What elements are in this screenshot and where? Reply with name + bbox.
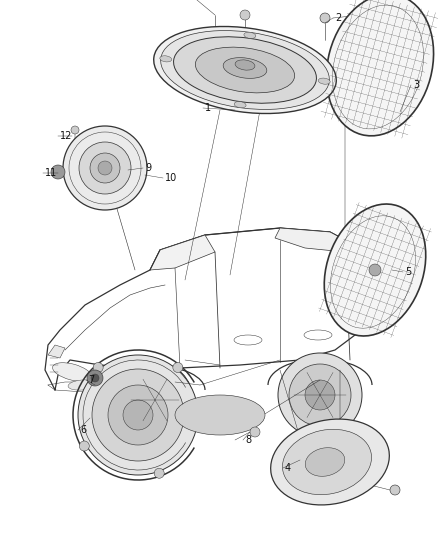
Ellipse shape (78, 355, 198, 475)
Ellipse shape (283, 429, 371, 495)
Text: 6: 6 (80, 425, 86, 435)
Circle shape (91, 374, 99, 382)
Circle shape (87, 370, 103, 386)
Circle shape (117, 362, 193, 438)
Text: 7: 7 (88, 375, 94, 385)
Circle shape (250, 427, 260, 437)
Ellipse shape (161, 30, 329, 109)
Ellipse shape (175, 395, 265, 435)
Polygon shape (48, 345, 65, 358)
Ellipse shape (123, 400, 153, 430)
Circle shape (93, 362, 103, 373)
Ellipse shape (195, 47, 295, 93)
Circle shape (278, 353, 362, 437)
Text: 1: 1 (205, 103, 211, 113)
Ellipse shape (324, 204, 426, 336)
Circle shape (51, 165, 65, 179)
Circle shape (369, 264, 381, 276)
Circle shape (127, 372, 183, 428)
Circle shape (90, 153, 120, 183)
Ellipse shape (160, 56, 172, 62)
Circle shape (79, 441, 89, 451)
Text: 9: 9 (145, 163, 151, 173)
Ellipse shape (108, 385, 168, 445)
Ellipse shape (235, 60, 255, 70)
Ellipse shape (173, 37, 316, 103)
Ellipse shape (223, 58, 267, 78)
Ellipse shape (53, 362, 92, 381)
Ellipse shape (363, 297, 387, 313)
Ellipse shape (68, 380, 96, 390)
Text: 5: 5 (405, 267, 411, 277)
Circle shape (98, 161, 112, 175)
Ellipse shape (94, 380, 122, 390)
Ellipse shape (318, 78, 330, 84)
Polygon shape (275, 228, 360, 252)
Text: 10: 10 (165, 173, 177, 183)
Circle shape (79, 142, 131, 194)
Text: 2: 2 (335, 13, 341, 23)
Ellipse shape (244, 33, 256, 38)
Text: 11: 11 (45, 168, 57, 178)
Ellipse shape (92, 369, 184, 461)
Circle shape (141, 386, 169, 414)
Text: 3: 3 (413, 80, 419, 90)
Circle shape (289, 364, 351, 426)
Circle shape (63, 126, 147, 210)
Ellipse shape (326, 0, 434, 136)
Circle shape (305, 380, 335, 410)
Ellipse shape (305, 448, 345, 477)
Text: 4: 4 (285, 463, 291, 473)
Circle shape (390, 485, 400, 495)
Circle shape (240, 10, 250, 20)
Polygon shape (345, 248, 375, 298)
Ellipse shape (234, 102, 246, 108)
Ellipse shape (154, 27, 336, 114)
Text: 12: 12 (60, 131, 72, 141)
Text: 8: 8 (245, 435, 251, 445)
Ellipse shape (271, 419, 389, 505)
Circle shape (173, 362, 183, 373)
Circle shape (154, 469, 164, 478)
Polygon shape (150, 235, 215, 270)
Circle shape (71, 126, 79, 134)
Circle shape (320, 13, 330, 23)
